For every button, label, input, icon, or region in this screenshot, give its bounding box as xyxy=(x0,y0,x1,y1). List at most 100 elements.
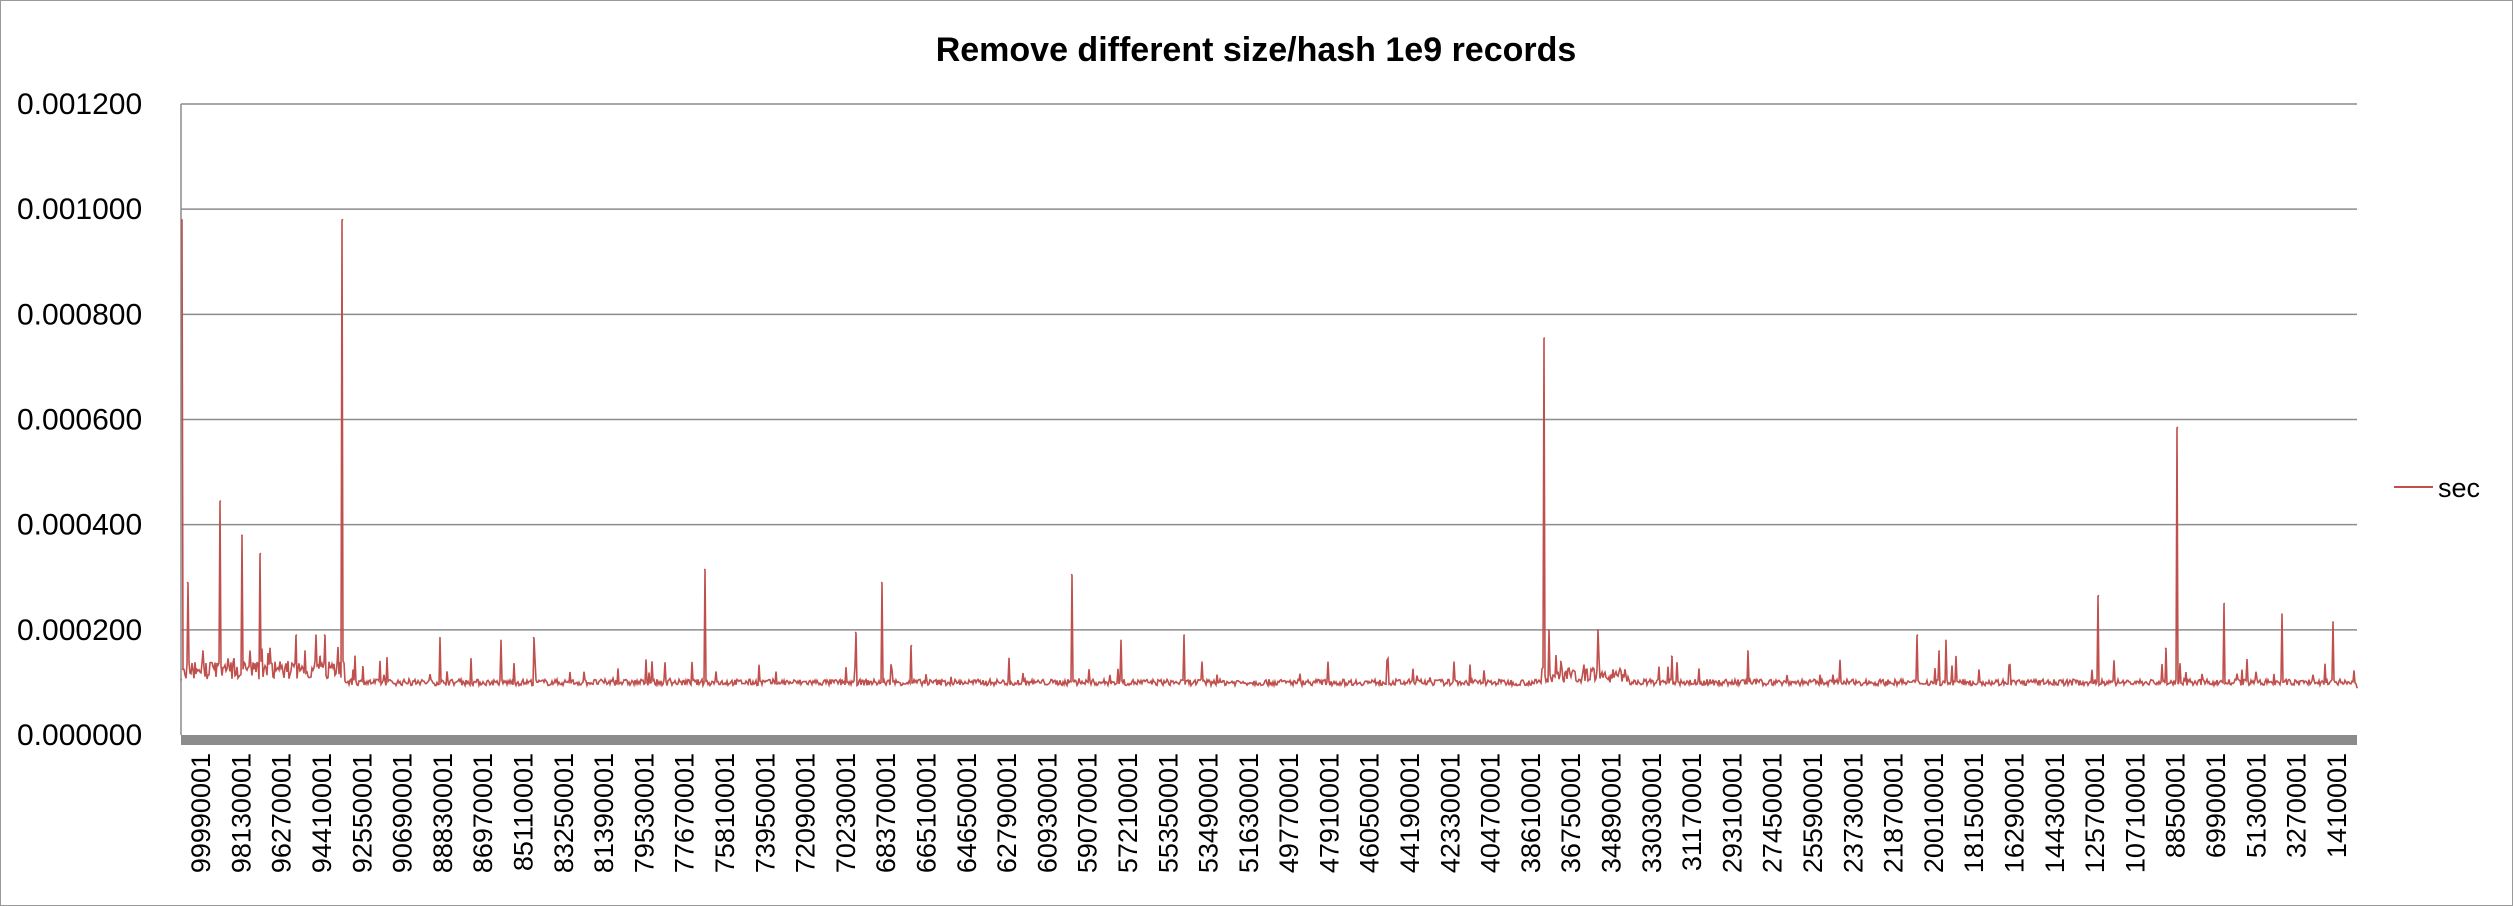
data-point xyxy=(2097,594,2100,597)
data-point xyxy=(532,636,535,639)
data-point xyxy=(500,639,502,642)
data-point xyxy=(186,581,189,584)
data-point xyxy=(1120,639,1122,642)
y-tick-label: 0.000400 xyxy=(17,509,142,542)
x-tick-label: 47910001 xyxy=(1314,753,1344,873)
x-tick-label: 59070001 xyxy=(1073,753,1103,873)
gridlines xyxy=(181,103,2357,631)
x-tick-label: 72090001 xyxy=(791,753,821,873)
x-tick-label: 79530001 xyxy=(629,753,659,873)
data-point xyxy=(1183,634,1185,636)
data-point xyxy=(304,650,306,652)
data-point xyxy=(319,655,322,657)
data-point xyxy=(2164,647,2167,650)
data-point xyxy=(259,552,262,555)
x-tick-label: 77670001 xyxy=(670,753,700,873)
x-tick-label: 96270001 xyxy=(267,753,297,873)
legend: sec xyxy=(2394,473,2480,503)
x-tick-label: 88830001 xyxy=(428,753,458,873)
x-tick-label: 75810001 xyxy=(710,753,740,873)
data-point xyxy=(1670,655,1673,657)
x-tick-label: 49770001 xyxy=(1274,753,1304,873)
x-tick-label: 3270001 xyxy=(2282,753,2312,858)
x-tick-label: 94410001 xyxy=(307,753,337,873)
x-tick-label: 86970001 xyxy=(468,753,498,873)
data-point xyxy=(2356,686,2358,689)
data-point xyxy=(361,665,364,668)
chart-title: Remove different size/hash 1e9 records xyxy=(936,31,1577,69)
x-tick-label: 8850001 xyxy=(2161,753,2191,858)
x-tick-label: 23730001 xyxy=(1838,753,1868,873)
x-tick-label: 83250001 xyxy=(549,753,579,873)
x-axis: 99990001 98130001 96270001 94410001 92550001… xyxy=(181,735,2357,873)
x-tick-label: 6990001 xyxy=(2201,753,2231,858)
x-tick-label: 99990001 xyxy=(186,753,216,873)
x-tick-label: 18150001 xyxy=(1959,753,1989,873)
x-tick-label: 85110001 xyxy=(509,753,539,871)
data-point xyxy=(1543,337,1546,339)
x-tick-label: 44190001 xyxy=(1395,753,1425,873)
y-axis: 0.000000 0.000200 0.000400 0.000600 0.000800… xyxy=(17,88,182,752)
x-tick-label: 68370001 xyxy=(871,753,901,873)
x-tick-label: 46050001 xyxy=(1355,753,1385,873)
x-tick-label: 51630001 xyxy=(1234,753,1264,873)
y-tick-label: 0.000600 xyxy=(17,404,142,437)
x-tick-label: 98130001 xyxy=(226,753,256,873)
data-point xyxy=(2332,621,2334,623)
y-tick-label: 0.000200 xyxy=(17,614,142,647)
x-tick-label: 57210001 xyxy=(1113,753,1143,873)
data-point xyxy=(1938,650,1941,652)
x-tick-label: 66510001 xyxy=(911,753,941,873)
data-point xyxy=(1746,650,1749,652)
data-point xyxy=(1596,629,1599,631)
x-tick-label: 5130001 xyxy=(2241,753,2271,858)
data-point xyxy=(379,660,381,663)
x-tick-label: 16290001 xyxy=(1999,753,2029,873)
data-point xyxy=(354,655,356,657)
x-tick-label: 42330001 xyxy=(1435,753,1465,873)
x-tick-label: 14430001 xyxy=(2040,753,2070,873)
data-point xyxy=(1547,629,1550,631)
data-point xyxy=(181,668,184,671)
x-tick-label: 70230001 xyxy=(831,753,861,873)
data-point xyxy=(269,647,272,650)
x-tick-label: 90690001 xyxy=(388,753,418,873)
x-tick-label: 73950001 xyxy=(750,753,780,873)
data-point xyxy=(323,634,326,636)
x-tick-label: 12570001 xyxy=(2080,753,2110,873)
data-point xyxy=(2176,426,2179,429)
data-point xyxy=(295,634,298,636)
data-point xyxy=(854,631,857,634)
x-tick-label: 21870001 xyxy=(1879,753,1909,873)
data-point xyxy=(1070,573,1073,576)
data-point xyxy=(201,650,204,652)
x-tick-label: 31170001 xyxy=(1677,753,1707,871)
y-tick-label: 0.000800 xyxy=(17,298,142,331)
data-point xyxy=(1916,634,1919,636)
data-point xyxy=(1559,660,1562,663)
y-tick-label: 0.001000 xyxy=(17,193,142,226)
data-point xyxy=(219,500,222,502)
x-tick-label: 81390001 xyxy=(589,753,619,873)
data-point xyxy=(180,678,183,681)
x-tick-label: 34890001 xyxy=(1597,753,1627,873)
x-tick-label: 10710001 xyxy=(2120,753,2150,873)
x-tick-label: 92550001 xyxy=(347,753,377,873)
data-point xyxy=(703,568,706,571)
x-tick-label: 20010001 xyxy=(1919,753,1949,873)
x-tick-label: 27450001 xyxy=(1758,753,1788,873)
y-tick-label: 0.001200 xyxy=(17,88,142,121)
data-point xyxy=(181,218,183,221)
x-tick-label: 62790001 xyxy=(992,753,1022,873)
series-layer xyxy=(180,218,2358,689)
legend-label-sec: sec xyxy=(2438,473,2480,503)
x-tick-label: 53490001 xyxy=(1194,753,1224,873)
data-point xyxy=(1944,639,1947,642)
data-point xyxy=(241,534,243,536)
x-tick-label: 25590001 xyxy=(1798,753,1828,873)
x-tick-label: 1410001 xyxy=(2322,753,2352,858)
data-point xyxy=(2281,613,2283,615)
data-point xyxy=(341,218,344,221)
data-point xyxy=(439,636,441,639)
data-point xyxy=(248,665,250,668)
